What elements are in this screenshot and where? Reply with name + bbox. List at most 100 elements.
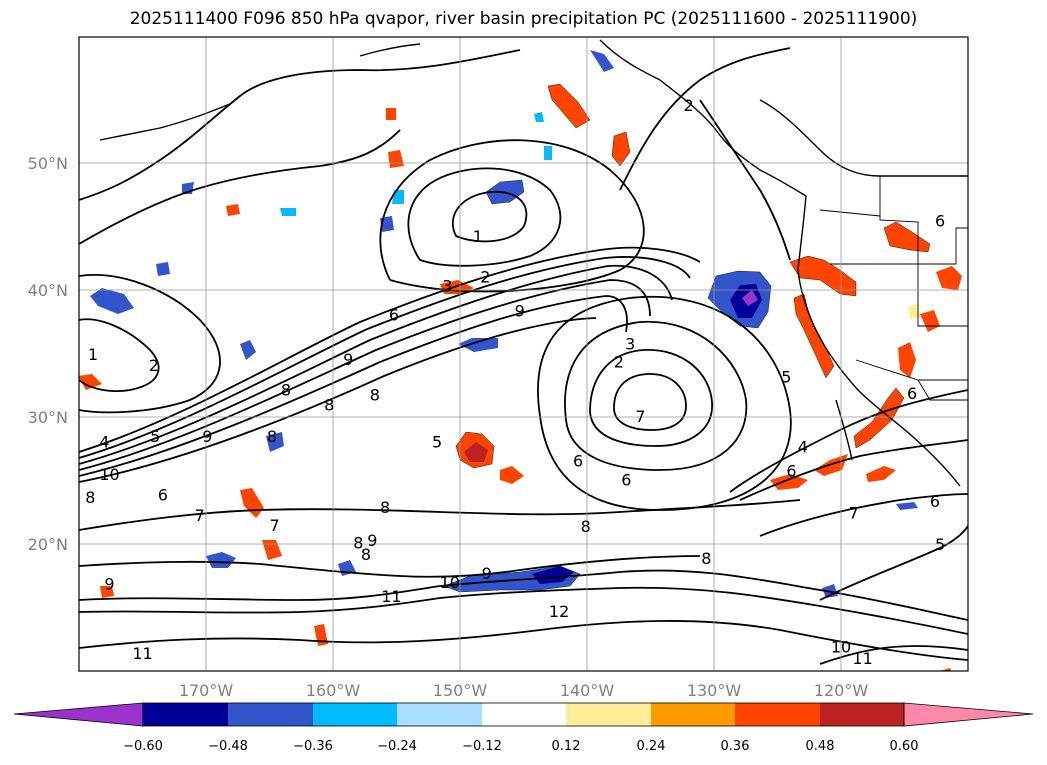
precip-neg-peak xyxy=(742,290,758,306)
contour-label: 10 xyxy=(440,573,460,592)
precip-pos-blob xyxy=(908,304,920,318)
precip-pos-core xyxy=(464,442,488,462)
lon-label: 170°W xyxy=(179,681,234,700)
contour-label: 3 xyxy=(625,335,635,354)
colorbar-segment xyxy=(482,703,566,726)
contour-label: 6 xyxy=(907,384,917,403)
precip-pos-blob xyxy=(386,108,396,120)
colorbar-tick-label: −0.12 xyxy=(462,739,502,754)
lon-label: 160°W xyxy=(306,681,361,700)
contour-label: 8 xyxy=(281,380,291,399)
colorbar-tick-label: −0.48 xyxy=(208,739,248,754)
contour-label: 4 xyxy=(798,437,808,456)
precip-pos-blob xyxy=(939,668,952,671)
latitude-labels: 50°N 40°N 30°N 20°N xyxy=(28,154,68,554)
contour-label: 9 xyxy=(202,427,212,446)
contour-label: 6 xyxy=(930,492,940,511)
contour-label: 8 xyxy=(581,517,591,536)
colorbar-tick-label: 0.48 xyxy=(806,739,835,754)
qvapor-contours xyxy=(79,47,968,665)
precip-neg-blob xyxy=(240,340,256,360)
colorbar-tick-label: −0.24 xyxy=(377,739,417,754)
colorbar-tick-label: 0.12 xyxy=(552,739,581,754)
map-title: 2025111400 F096 850 hPa qvapor, river ba… xyxy=(129,9,918,29)
precip-neg-core xyxy=(532,566,574,584)
precip-pos-blob xyxy=(500,466,524,484)
contour-label: 5 xyxy=(781,368,791,387)
contour-label: 9 xyxy=(104,574,114,593)
contour-label: 9 xyxy=(343,350,353,369)
contour-label: 6 xyxy=(158,486,168,505)
precip-neg-blob xyxy=(266,432,284,452)
lon-label: 150°W xyxy=(433,681,488,700)
contour-label: 9 xyxy=(482,564,492,583)
contour-label: 6 xyxy=(621,470,631,489)
contour-label: 8 xyxy=(267,427,277,446)
colorbar-segment xyxy=(228,703,313,726)
precip-pos-blob xyxy=(611,131,631,167)
colorbar-segment-extend-low xyxy=(13,702,144,727)
colorbar-segment xyxy=(143,703,228,726)
contour-label: 8 xyxy=(353,534,363,553)
longitude-labels: 170°W 160°W 150°W 140°W 130°W 120°W xyxy=(179,681,869,700)
contour-label: 11 xyxy=(132,644,152,663)
colorbar-segment xyxy=(566,703,651,726)
colorbar-segment xyxy=(735,703,820,726)
contour-label: 5 xyxy=(935,535,945,554)
colorbar-tick-label: −0.60 xyxy=(123,739,163,754)
contour-label: 12 xyxy=(549,602,569,621)
precip-pos-blob xyxy=(388,150,404,168)
lon-label: 140°W xyxy=(560,681,615,700)
precip-neg-blob xyxy=(156,262,170,276)
precip-pos-blob xyxy=(240,488,264,518)
precip-pos-blob xyxy=(866,466,896,482)
political-borders xyxy=(819,176,968,401)
precip-pos-blob xyxy=(79,374,102,390)
precip-pos-blob xyxy=(936,266,962,290)
precip-pos-blob xyxy=(226,204,240,216)
colorbar-segment xyxy=(820,703,904,726)
gridlines xyxy=(79,37,968,671)
contour-label: 5 xyxy=(150,427,160,446)
contour-label: 7 xyxy=(270,516,280,535)
precip-neg-blob xyxy=(392,190,404,204)
contour-label: 9 xyxy=(515,302,525,321)
contour-label: 4 xyxy=(99,432,109,451)
precip-pos-blob xyxy=(920,310,940,332)
coastlines xyxy=(99,39,968,487)
colorbar-tick-label: 0.36 xyxy=(721,739,750,754)
precip-neg-blob xyxy=(458,338,498,352)
precip-neg-blob xyxy=(90,288,134,314)
colorbar-tick-labels: −0.60 −0.48 −0.36 −0.24 −0.12 0.12 0.24 … xyxy=(123,739,918,754)
contour-label: 2 xyxy=(149,356,159,375)
colorbar-tick-label: 0.24 xyxy=(637,739,666,754)
plot-frame xyxy=(78,36,969,672)
contour-label: 10 xyxy=(831,638,851,657)
contour-label: 11 xyxy=(852,649,872,668)
precip-neg-blob xyxy=(544,146,552,160)
precip-pos-blob xyxy=(770,474,808,490)
colorbar-frame xyxy=(142,702,905,727)
precip-pos-blob xyxy=(789,255,857,297)
precip-pos-blob xyxy=(314,624,328,646)
colorbar: −0.60 −0.48 −0.36 −0.24 −0.12 0.12 0.24 … xyxy=(13,702,1034,754)
contour-label: 5 xyxy=(432,432,442,451)
colorbar-tick-label: −0.36 xyxy=(293,739,333,754)
contour-label: 7 xyxy=(849,503,859,522)
precip-pos-blob xyxy=(883,221,931,253)
precip-pos-blob xyxy=(793,293,835,379)
contour-label: 11 xyxy=(381,587,401,606)
contour-label: 8 xyxy=(85,488,95,507)
contour-label: 6 xyxy=(573,451,583,470)
precip-pos-blob xyxy=(547,83,591,129)
contour-label: 6 xyxy=(786,461,796,480)
lon-label: 120°W xyxy=(814,681,869,700)
colorbar-tick-label: 0.60 xyxy=(890,739,919,754)
contour-label: 8 xyxy=(370,385,380,404)
lat-label: 20°N xyxy=(28,535,68,554)
contour-label: 2 xyxy=(614,352,624,371)
contour-label: 2 xyxy=(480,267,490,286)
contour-label: 1 xyxy=(473,227,483,246)
